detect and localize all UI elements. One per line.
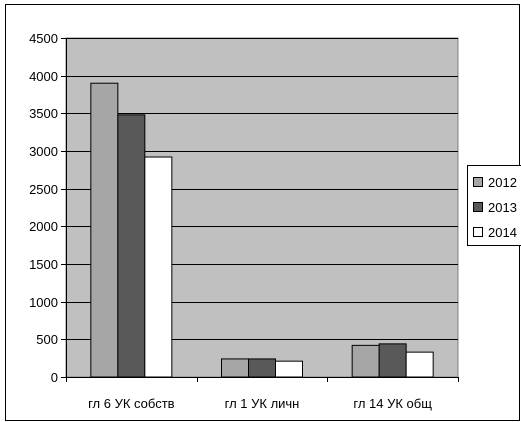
bar-2012-2 [221,358,249,378]
y-tick-label: 1000 [29,295,58,310]
y-tick-label: 4500 [29,31,58,46]
bar-2014-2 [275,360,303,378]
bar-2014-3 [405,351,434,378]
y-tick-label: 3500 [29,106,58,121]
bars [90,82,434,378]
y-tick-label: 2500 [29,182,58,197]
x-axis-ticks: гл 6 УК собств гл 1 УК личн гл 14 УК общ [66,377,459,411]
y-tick-label: 500 [36,332,58,347]
legend-label-2012: 2012 [488,175,517,190]
bar-2012-3 [351,344,380,378]
legend-label-2013: 2013 [488,200,517,215]
bar-2013-1 [117,114,146,378]
legend-swatch-2012 [473,177,483,187]
y-tick-label: 0 [51,370,58,385]
bar-2012-1 [90,82,119,378]
bar-2013-2 [248,358,276,378]
y-tick-label: 2000 [29,219,58,234]
y-tick-label: 3000 [29,144,58,159]
x-tick-label: гл 1 УК личн [225,396,300,411]
axes [61,38,458,378]
y-axis-ticks: 0 500 1000 1500 2000 2500 3000 3500 4000 4500 [29,31,66,385]
legend-label-2014: 2014 [488,225,517,240]
bar-2014-1 [144,156,173,378]
legend-swatch-2014 [473,227,483,237]
x-tick-label: гл 6 УК собств [88,396,175,411]
legend-swatch-2013 [473,202,483,212]
legend: 2012 2013 2014 [467,165,521,246]
y-tick-label: 4000 [29,69,58,84]
y-tick-label: 1500 [29,257,58,272]
x-tick-label: гл 14 УК общ [353,396,432,411]
bar-2013-3 [378,343,407,378]
